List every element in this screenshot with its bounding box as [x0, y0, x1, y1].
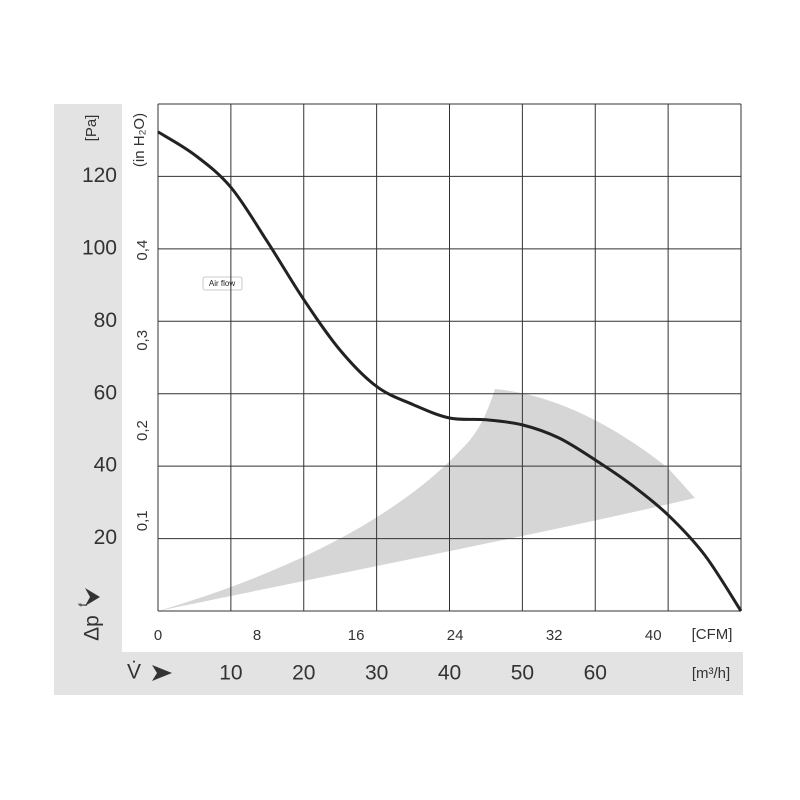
annotation: Air flow	[209, 279, 235, 288]
x-symbol: V̇	[127, 661, 141, 684]
y2-tick-label: 0,2	[134, 420, 151, 441]
x2-tick-label: 0	[154, 627, 162, 644]
annotation-box	[202, 276, 243, 291]
y-tick-label: 20	[94, 526, 117, 549]
y-tick-label: 60	[94, 381, 117, 404]
x2-tick-label: 8	[253, 627, 261, 644]
x-tick-label: 50	[511, 662, 534, 685]
x-tick-label: 30	[365, 662, 388, 685]
left-band	[54, 104, 122, 695]
x-arrow	[152, 665, 172, 681]
y-arrow	[85, 588, 100, 606]
y-label: [Pa]	[83, 115, 100, 142]
y2-tick-label: 0,1	[134, 510, 151, 531]
y-tick-label: 80	[94, 309, 117, 332]
y2-tick-label: 0,3	[134, 330, 151, 351]
x2-label: [CFM]	[692, 626, 733, 643]
x-label: [m³/h]	[692, 665, 730, 682]
x2-tick-label: 32	[546, 627, 563, 644]
y-tick-label: 100	[82, 236, 117, 259]
x-tick-label: 40	[438, 662, 461, 685]
x2-tick-label: 24	[447, 627, 464, 644]
y-symbol-sub: f	[76, 603, 90, 607]
x-tick-label: 60	[584, 662, 607, 685]
y2-tick-label: 0,4	[134, 240, 151, 261]
x2-tick-label: 40	[645, 627, 662, 644]
x2-tick-label: 16	[348, 627, 365, 644]
y2-label: (in H₂O)	[131, 113, 148, 167]
y-tick-label: 120	[82, 164, 117, 187]
y-tick-label: 40	[94, 454, 117, 477]
x-tick-label: 20	[292, 662, 315, 685]
x-tick-label: 10	[219, 662, 242, 685]
y-symbol: Δp	[81, 615, 104, 641]
operating-range	[158, 389, 695, 611]
curve	[157, 130, 743, 612]
